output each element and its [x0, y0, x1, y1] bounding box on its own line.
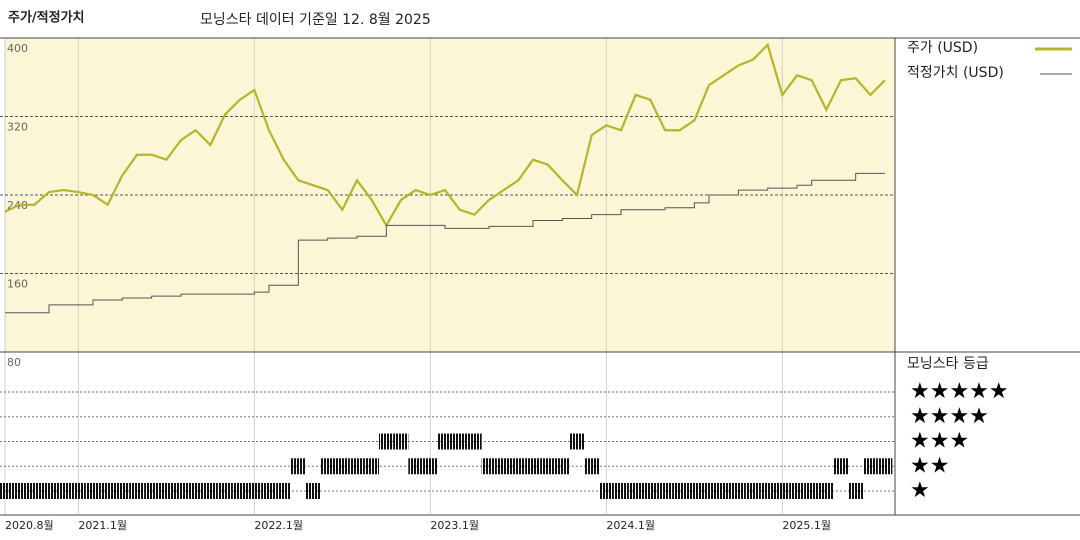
rating-bar	[379, 433, 394, 450]
rating-bar	[628, 483, 644, 499]
x-tick-label: 2024.1월	[606, 519, 655, 532]
rating-bar	[819, 483, 834, 499]
rating-bar	[41, 483, 57, 499]
rating-bar	[335, 458, 350, 475]
rating-bar	[657, 483, 673, 499]
rating-bar	[525, 458, 541, 475]
series-line	[5, 172, 886, 314]
rating-bar	[85, 483, 101, 499]
chart-title: 주가/적정가치	[8, 10, 85, 26]
rating-bar	[144, 483, 160, 499]
rating-bar	[687, 483, 702, 499]
rating-bar	[129, 483, 145, 499]
x-tick-label: 2022.1월	[254, 519, 303, 532]
rating-bar	[877, 458, 893, 475]
rating-bar	[775, 483, 790, 499]
rating-bar	[833, 458, 849, 475]
rating-bar	[408, 458, 424, 475]
rating-bar	[452, 433, 468, 450]
rating-bar	[672, 483, 688, 499]
rating-title: 모닝스타 등급	[907, 356, 989, 372]
rating-bar	[393, 433, 409, 450]
x-tick-label: 2023.1월	[430, 519, 479, 532]
y-tick-label: 80	[7, 356, 21, 369]
rating-bar	[232, 483, 248, 499]
rating-bar	[643, 483, 658, 499]
rating-bar	[276, 483, 292, 499]
rating-bar	[27, 483, 42, 499]
rating-bar	[745, 483, 761, 499]
rating-bar	[305, 483, 321, 499]
rating-bar	[437, 433, 453, 450]
rating-bar	[364, 458, 380, 475]
rating-bar	[217, 483, 233, 499]
rating-bar	[848, 483, 864, 499]
rating-bar	[100, 483, 116, 499]
rating-bar	[0, 483, 15, 499]
rating-bar	[12, 483, 28, 499]
rating-bar	[320, 458, 336, 475]
x-tick-label: 2021.1월	[78, 519, 127, 532]
rating-bar	[569, 433, 585, 450]
rating-bar	[716, 483, 732, 499]
y-tick-label: 320	[7, 121, 28, 134]
rating-label: ★	[910, 478, 930, 503]
frame	[0, 37, 1080, 516]
rating-bar	[56, 483, 72, 499]
rating-bar	[291, 458, 306, 475]
rating-bar	[481, 458, 497, 475]
rating-bar	[173, 483, 189, 499]
legend-label: 적정가치 (USD)	[907, 65, 1004, 81]
rating-bar	[555, 458, 570, 475]
y-tick-label: 400	[7, 42, 28, 55]
chart-subtitle: 모닝스타 데이터 기준일 12. 8월 2025	[200, 12, 431, 28]
x-tick-label: 2020.8월	[5, 519, 54, 532]
rating-bar	[247, 483, 262, 499]
rating-bar	[701, 483, 717, 499]
rating-bar	[540, 458, 556, 475]
rating-bar	[467, 433, 482, 450]
rating-bar	[188, 483, 204, 499]
rating-label: ★★★	[910, 429, 969, 454]
rating-bar	[496, 458, 512, 475]
y-tick-label: 160	[7, 278, 28, 291]
rating-bar	[423, 458, 438, 475]
rating-label: ★★★★★	[910, 379, 1009, 404]
rating-bar	[863, 458, 878, 475]
rating-bar	[789, 483, 805, 499]
rating-bar	[760, 483, 776, 499]
rating-bar	[511, 458, 526, 475]
rating-bar	[349, 458, 365, 475]
legend-label: 주가 (USD)	[907, 40, 978, 56]
rating-bar	[613, 483, 629, 499]
rating-label: ★★	[910, 453, 949, 478]
rating-bar	[159, 483, 174, 499]
rating-bar	[261, 483, 277, 499]
series-line	[4, 42, 886, 228]
rating-bar	[731, 483, 746, 499]
x-tick-label: 2025.1월	[782, 519, 831, 532]
rating-bar	[71, 483, 86, 499]
rating-label: ★★★★	[910, 404, 989, 429]
rating-bar	[804, 483, 820, 499]
rating-bar	[115, 483, 130, 499]
rating-bar	[599, 483, 614, 499]
rating-bar	[584, 458, 600, 475]
rating-bar	[203, 483, 218, 499]
